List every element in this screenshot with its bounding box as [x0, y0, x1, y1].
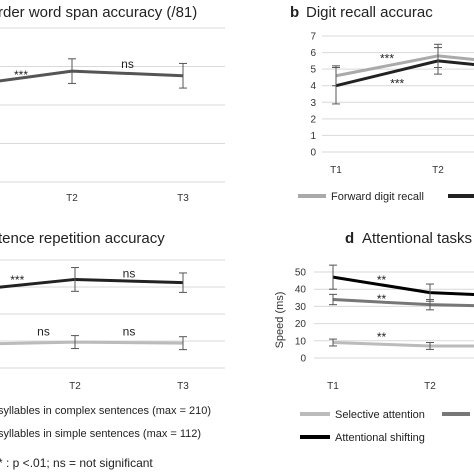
panel-d-title: Attentional tasks: [362, 230, 472, 247]
y-tick-label: 4: [310, 81, 316, 92]
significance-annotation: ***: [380, 52, 394, 66]
legend-label-simple-sentences: syllables in simple sentences (max = 112…: [0, 428, 201, 440]
series-line-4-1: [332, 341, 474, 348]
y-tick-label: 10: [295, 336, 307, 347]
footnote: * : p <.01; ns = not significant: [0, 456, 153, 470]
y-tick-label: 7: [310, 32, 316, 43]
legend-label-attentional-shifting: Attentional shifting: [335, 432, 425, 444]
significance-annotation: ***: [10, 273, 24, 287]
significance-annotation: ns: [123, 266, 136, 280]
legend-label-forward-digit-recall: Forward digit recall: [331, 191, 424, 203]
y-tick-label: 20: [295, 319, 307, 330]
series-line-4-2: [332, 298, 474, 308]
series-line-4-3: [332, 275, 474, 297]
y-tick-label: 0: [300, 354, 306, 365]
y-tick-label: 6: [310, 48, 316, 59]
panel-d-ylabel: Speed (ms): [274, 292, 286, 349]
x-tick-label: T1: [327, 381, 339, 392]
x-tick-label: T2: [66, 193, 78, 204]
panel-b-legend: Forward digit recall B: [298, 191, 474, 203]
series-line-2-2: [335, 59, 474, 88]
series-line-3-1: [0, 277, 184, 289]
panel-b-title: Digit recall accurac: [306, 4, 433, 21]
series-line-2-1: [335, 54, 474, 78]
significance-annotation: **: [377, 330, 387, 344]
panel-d-legend: Selective attention Sp Attentional shift…: [300, 409, 470, 444]
y-tick-label: 3: [310, 98, 316, 109]
panel-c: tence repetition accuracy T2 T3 *** ns ns ns…: [0, 230, 225, 440]
legend-label-selective-attention: Selective attention: [335, 409, 425, 421]
y-tick-label: 30: [295, 302, 307, 313]
x-tick-label: T2: [69, 381, 81, 392]
x-tick-label: T2: [424, 381, 436, 392]
significance-annotation: ns: [37, 325, 50, 339]
significance-annotation: ***: [390, 76, 404, 90]
panel-b: b Digit recall accurac 0 1 2 3 4 5 6 7 T1 T2 ***…: [290, 4, 474, 203]
legend-label-complex-sentences: syllables in complex sentences (max = 21…: [0, 405, 211, 417]
panel-c-title: tence repetition accuracy: [0, 230, 165, 247]
x-tick-label: T3: [177, 193, 189, 204]
significance-annotation: **: [377, 273, 387, 287]
panel-a-title: rder word span accuracy (/81): [0, 4, 197, 21]
significance-annotation: ns: [123, 325, 136, 339]
panel-d: d Attentional tasks Speed (ms) 0 10 20 30 40…: [274, 230, 474, 444]
y-tick-label: 50: [295, 268, 307, 279]
series-line-3-2: [0, 340, 184, 346]
x-tick-label: T3: [177, 381, 189, 392]
significance-annotation: ns: [121, 57, 134, 71]
panel-a: rder word span accuracy (/81) T2 T3 *** ns: [0, 4, 225, 204]
y-tick-label: 2: [310, 114, 316, 125]
x-tick-label: T2: [432, 165, 444, 176]
panel-c-legend: syllables in complex sentences (max = 21…: [0, 405, 211, 440]
y-tick-label: 0: [310, 148, 316, 159]
panel-d-label: d: [345, 230, 354, 247]
y-tick-label: 5: [310, 65, 316, 76]
y-tick-label: 40: [295, 285, 307, 296]
panel-b-label: b: [290, 4, 299, 21]
x-tick-label: T1: [330, 165, 342, 176]
significance-annotation: ***: [14, 68, 28, 82]
y-tick-label: 1: [310, 131, 316, 142]
significance-annotation: **: [377, 292, 387, 306]
